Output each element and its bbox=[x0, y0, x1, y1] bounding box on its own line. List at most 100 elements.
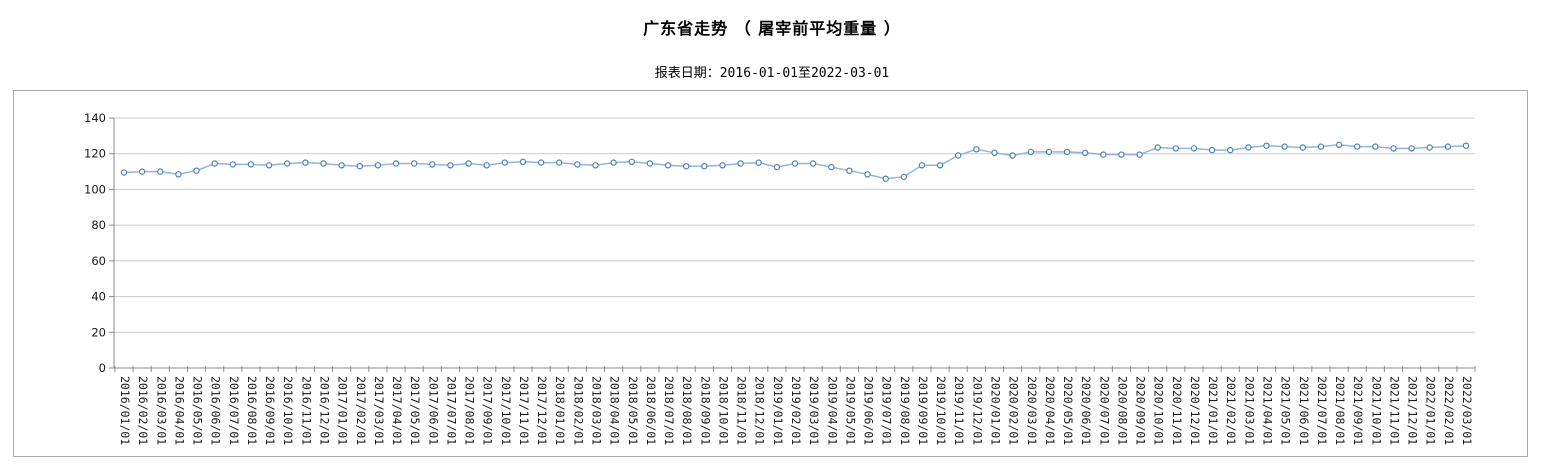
data-point bbox=[374, 162, 382, 169]
data-point bbox=[1281, 143, 1288, 150]
data-point bbox=[138, 168, 146, 175]
data-point bbox=[411, 160, 418, 167]
data-point bbox=[791, 160, 799, 167]
data-point bbox=[828, 163, 835, 171]
y-tick-label: 100 bbox=[84, 182, 106, 196]
data-point bbox=[664, 162, 672, 169]
data-point bbox=[1081, 149, 1089, 157]
x-tick-label: 2016/05/01 bbox=[191, 376, 205, 445]
data-point bbox=[1118, 151, 1125, 158]
data-point bbox=[1208, 146, 1216, 154]
data-point bbox=[1317, 143, 1325, 150]
data-point bbox=[737, 160, 744, 167]
x-tick-label: 2021/10/01 bbox=[1369, 376, 1383, 445]
x-tick-label: 2020/06/01 bbox=[1079, 376, 1093, 445]
data-point bbox=[519, 158, 527, 166]
x-tick-label: 2020/03/01 bbox=[1025, 376, 1039, 445]
data-point bbox=[211, 160, 218, 167]
y-tick-label: 140 bbox=[84, 111, 106, 125]
x-tick-label: 2017/09/01 bbox=[481, 376, 495, 445]
data-point bbox=[483, 162, 490, 169]
x-tick-label: 2020/07/01 bbox=[1097, 376, 1111, 445]
x-tick-label: 2018/03/01 bbox=[590, 376, 604, 445]
x-tick-label: 2020/09/01 bbox=[1134, 376, 1148, 445]
data-point bbox=[918, 162, 926, 169]
data-point bbox=[900, 173, 908, 181]
x-tick-label: 2016/09/01 bbox=[263, 376, 277, 445]
data-point bbox=[1190, 145, 1198, 152]
data-point bbox=[447, 162, 454, 169]
x-tick-label: 2018/09/01 bbox=[698, 376, 712, 445]
x-tick-label: 2016/08/01 bbox=[245, 376, 259, 445]
data-point bbox=[628, 158, 636, 166]
x-tick-label: 2020/01/01 bbox=[988, 376, 1002, 445]
x-tick-label: 2016/02/01 bbox=[136, 376, 150, 445]
x-tick-label: 2017/12/01 bbox=[535, 376, 549, 445]
x-tick-label: 2016/06/01 bbox=[209, 376, 223, 445]
x-tick-label: 2019/01/01 bbox=[771, 376, 785, 445]
x-tick-label: 2021/11/01 bbox=[1387, 376, 1401, 445]
x-tick-label: 2017/06/01 bbox=[426, 376, 440, 445]
data-point bbox=[265, 162, 273, 169]
data-point bbox=[864, 171, 871, 178]
x-tick-label: 2017/01/01 bbox=[336, 376, 350, 445]
x-tick-label: 2016/07/01 bbox=[227, 376, 241, 445]
x-tick-label: 2016/11/01 bbox=[299, 376, 313, 445]
data-point bbox=[701, 162, 708, 170]
y-axis-labels: 0 20 40 60 80 100 120 140 bbox=[84, 111, 106, 375]
x-tick-label: 2019/02/01 bbox=[789, 376, 803, 445]
data-point bbox=[646, 160, 654, 167]
data-point bbox=[1390, 145, 1397, 152]
x-tick-label: 2016/04/01 bbox=[172, 376, 186, 445]
data-point bbox=[120, 169, 128, 176]
y-tick-label: 20 bbox=[91, 325, 106, 339]
x-tick-label: 2019/12/01 bbox=[970, 376, 984, 445]
x-tick-label: 2018/04/01 bbox=[608, 376, 622, 445]
axes bbox=[113, 118, 1475, 369]
x-tick-label: 2021/03/01 bbox=[1242, 376, 1256, 445]
x-tick-label: 2018/02/01 bbox=[571, 376, 585, 445]
x-tick-label: 2017/04/01 bbox=[390, 376, 404, 445]
y-tick-label: 60 bbox=[91, 254, 106, 268]
x-tick-label: 2021/02/01 bbox=[1224, 376, 1238, 445]
data-point bbox=[1299, 144, 1307, 151]
x-tick-label: 2020/04/01 bbox=[1043, 376, 1057, 445]
x-tick-label: 2018/12/01 bbox=[753, 376, 767, 445]
data-point bbox=[193, 167, 200, 174]
x-tick-label: 2017/11/01 bbox=[517, 376, 531, 445]
x-tick-label: 2021/09/01 bbox=[1351, 376, 1365, 445]
data-point bbox=[157, 168, 164, 175]
data-point bbox=[592, 162, 599, 169]
data-point bbox=[284, 160, 291, 167]
data-point bbox=[175, 171, 182, 178]
x-tick-label: 2018/10/01 bbox=[716, 376, 730, 445]
data-point bbox=[501, 159, 508, 166]
x-tick-label: 2016/12/01 bbox=[317, 376, 331, 445]
x-tick-label: 2017/07/01 bbox=[444, 376, 458, 445]
x-tick-label: 2021/06/01 bbox=[1297, 376, 1311, 445]
x-tick-label: 2020/02/01 bbox=[1007, 376, 1021, 445]
data-point bbox=[991, 149, 998, 157]
x-tick-label: 2018/11/01 bbox=[735, 376, 749, 445]
x-tick-label: 2019/11/01 bbox=[952, 376, 966, 445]
x-tick-label: 2021/04/01 bbox=[1261, 376, 1275, 445]
x-tick-label: 2016/01/01 bbox=[118, 376, 132, 445]
data-point bbox=[1027, 148, 1035, 156]
data-point bbox=[338, 162, 345, 169]
data-point bbox=[1172, 145, 1180, 152]
x-tick-label: 2019/10/01 bbox=[934, 376, 948, 445]
y-gridlines bbox=[109, 117, 1475, 369]
data-point bbox=[610, 159, 617, 166]
x-tick-label: 2021/05/01 bbox=[1279, 376, 1293, 445]
x-tick-label: 2019/06/01 bbox=[862, 376, 876, 445]
data-point bbox=[1426, 144, 1433, 151]
report-date-range: 报表日期：2016-01-01至2022-03-01 bbox=[654, 66, 890, 81]
data-point bbox=[465, 160, 472, 167]
x-tick-label: 2020/11/01 bbox=[1170, 376, 1184, 445]
x-tick-label: 2020/08/01 bbox=[1115, 376, 1129, 445]
data-point bbox=[1136, 151, 1143, 158]
data-point bbox=[1063, 148, 1071, 156]
data-point bbox=[773, 163, 781, 171]
